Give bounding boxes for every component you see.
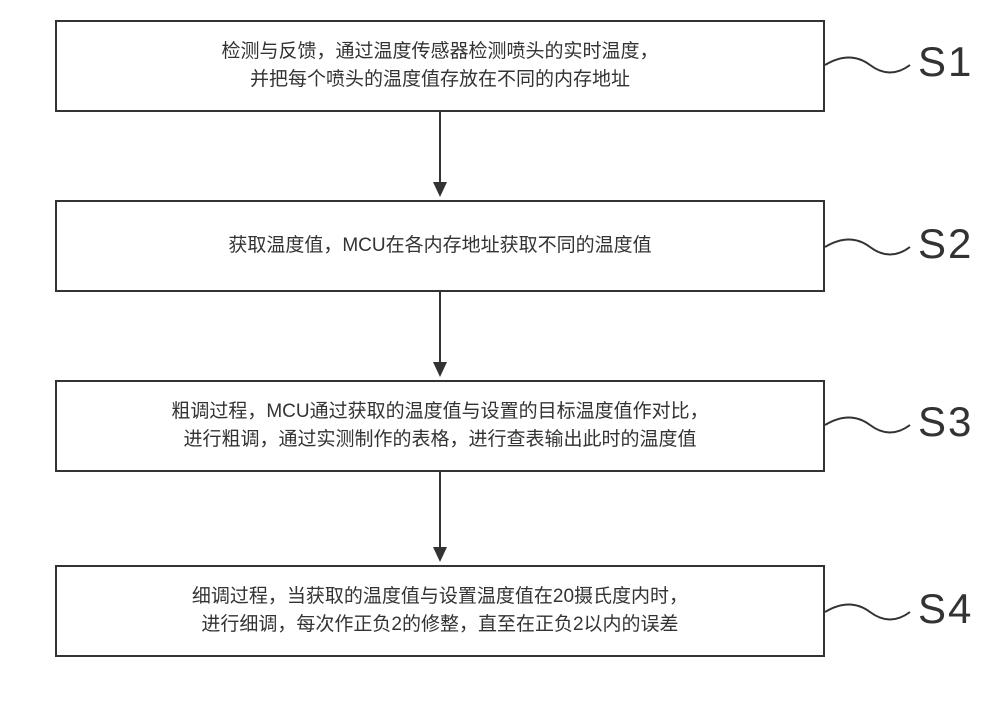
- step-text-s1-line1: 检测与反馈，通过温度传感器检测喷头的实时温度，: [221, 38, 658, 67]
- connector-curve-s1: [825, 50, 915, 90]
- step-label-s1: S1: [918, 38, 973, 86]
- connector-curve-s2: [825, 232, 915, 272]
- arrow-container-1: [55, 112, 825, 200]
- connector-curve-s4: [825, 597, 915, 637]
- arrow-container-2: [55, 292, 825, 380]
- step-text-s3-line2: 进行粗调，通过实测制作的表格，进行查表输出此时的温度值: [183, 426, 696, 455]
- step-text-s3-line1: 粗调过程，MCU通过获取的温度值与设置的目标温度值作对比，: [171, 398, 708, 427]
- flowchart-container: 检测与反馈，通过温度传感器检测喷头的实时温度， 并把每个喷头的温度值存放在不同的…: [55, 20, 825, 657]
- step-text-s4-line2: 进行细调，每次作正负2的修整，直至在正负2以内的误差: [201, 611, 678, 640]
- step-label-s2: S2: [918, 220, 973, 268]
- step-box-s1: 检测与反馈，通过温度传感器检测喷头的实时温度， 并把每个喷头的温度值存放在不同的…: [55, 20, 825, 112]
- step-text-s2-line1: 获取温度值，MCU在各内存地址获取不同的温度值: [228, 232, 651, 261]
- step-label-s3: S3: [918, 398, 973, 446]
- step-text-s1-line2: 并把每个喷头的温度值存放在不同的内存地址: [250, 66, 630, 95]
- step-label-s4: S4: [918, 585, 973, 633]
- arrow-down-icon: [425, 112, 455, 200]
- step-box-s4: 细调过程，当获取的温度值与设置温度值在20摄氏度内时， 进行细调，每次作正负2的…: [55, 565, 825, 657]
- step-box-s3: 粗调过程，MCU通过获取的温度值与设置的目标温度值作对比， 进行粗调，通过实测制…: [55, 380, 825, 472]
- arrow-down-icon: [425, 292, 455, 380]
- step-text-s4-line1: 细调过程，当获取的温度值与设置温度值在20摄氏度内时，: [192, 583, 688, 612]
- arrow-down-icon: [425, 472, 455, 565]
- step-box-s2: 获取温度值，MCU在各内存地址获取不同的温度值: [55, 200, 825, 292]
- arrow-container-3: [55, 472, 825, 565]
- connector-curve-s3: [825, 410, 915, 450]
